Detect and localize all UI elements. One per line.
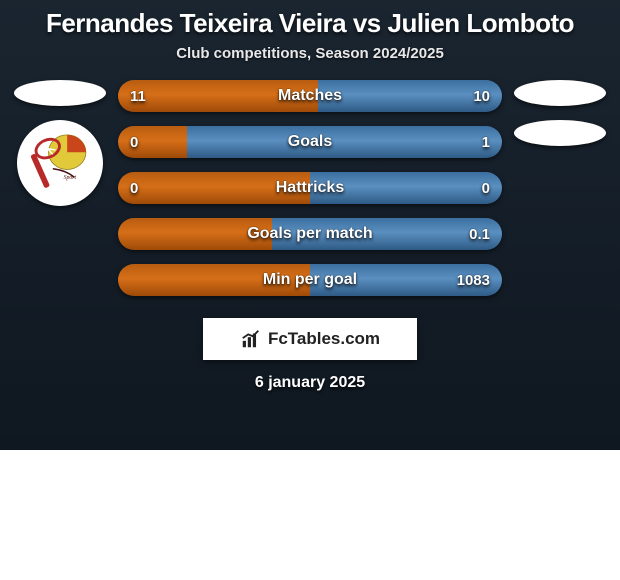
right-side: [510, 80, 610, 146]
footer-brand-text: FcTables.com: [268, 329, 380, 349]
stat-bar: 01Goals: [118, 126, 502, 158]
player-left-ellipse: [14, 80, 106, 106]
stat-bar: 1110Matches: [118, 80, 502, 112]
stat-bar: 0.1Goals per match: [118, 218, 502, 250]
subtitle: Club competitions, Season 2024/2025: [0, 45, 620, 62]
stat-label: Goals per match: [118, 218, 502, 250]
footer-brand[interactable]: FcTables.com: [203, 318, 417, 360]
stat-bars: 1110Matches 01Goals 00Hattricks 0.1Goals pe…: [110, 80, 510, 296]
stat-bar: 00Hattricks: [118, 172, 502, 204]
chart-icon: [240, 328, 262, 350]
svg-text:Sport: Sport: [64, 175, 77, 181]
page-title: Fernandes Teixeira Vieira vs Julien Lomb…: [0, 4, 620, 45]
stat-bar: 1083Min per goal: [118, 264, 502, 296]
player-right-ellipse-1: [514, 80, 606, 106]
club-badge-left: Sport: [17, 120, 103, 206]
left-side: Sport: [10, 80, 110, 206]
content-row: Sport 1110Matches 01Goals 00Hattricks 0.1Go…: [0, 80, 620, 296]
stat-label: Goals: [118, 126, 502, 158]
stat-label: Matches: [118, 80, 502, 112]
stat-label: Hattricks: [118, 172, 502, 204]
comparison-card: Fernandes Teixeira Vieira vs Julien Lomb…: [0, 0, 620, 450]
player-right-ellipse-2: [514, 120, 606, 146]
club-badge-icon: Sport: [24, 127, 96, 199]
date-text: 6 january 2025: [0, 374, 620, 392]
stat-label: Min per goal: [118, 264, 502, 296]
